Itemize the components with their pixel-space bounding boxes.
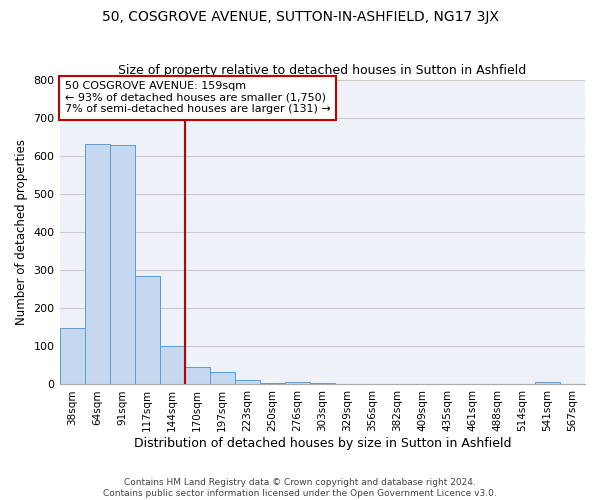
Bar bbox=[235, 380, 260, 384]
Bar bbox=[185, 368, 209, 384]
Text: 50, COSGROVE AVENUE, SUTTON-IN-ASHFIELD, NG17 3JX: 50, COSGROVE AVENUE, SUTTON-IN-ASHFIELD,… bbox=[101, 10, 499, 24]
Bar bbox=[310, 382, 335, 384]
Y-axis label: Number of detached properties: Number of detached properties bbox=[15, 139, 28, 325]
Bar bbox=[535, 382, 560, 384]
Bar bbox=[260, 382, 285, 384]
Bar bbox=[110, 146, 134, 384]
Bar bbox=[85, 144, 110, 384]
Bar bbox=[209, 372, 235, 384]
Text: 50 COSGROVE AVENUE: 159sqm
← 93% of detached houses are smaller (1,750)
7% of se: 50 COSGROVE AVENUE: 159sqm ← 93% of deta… bbox=[65, 81, 331, 114]
X-axis label: Distribution of detached houses by size in Sutton in Ashfield: Distribution of detached houses by size … bbox=[134, 437, 511, 450]
Text: Contains HM Land Registry data © Crown copyright and database right 2024.
Contai: Contains HM Land Registry data © Crown c… bbox=[103, 478, 497, 498]
Title: Size of property relative to detached houses in Sutton in Ashfield: Size of property relative to detached ho… bbox=[118, 64, 526, 77]
Bar bbox=[59, 328, 85, 384]
Bar bbox=[285, 382, 310, 384]
Bar bbox=[160, 346, 185, 385]
Bar bbox=[134, 276, 160, 384]
